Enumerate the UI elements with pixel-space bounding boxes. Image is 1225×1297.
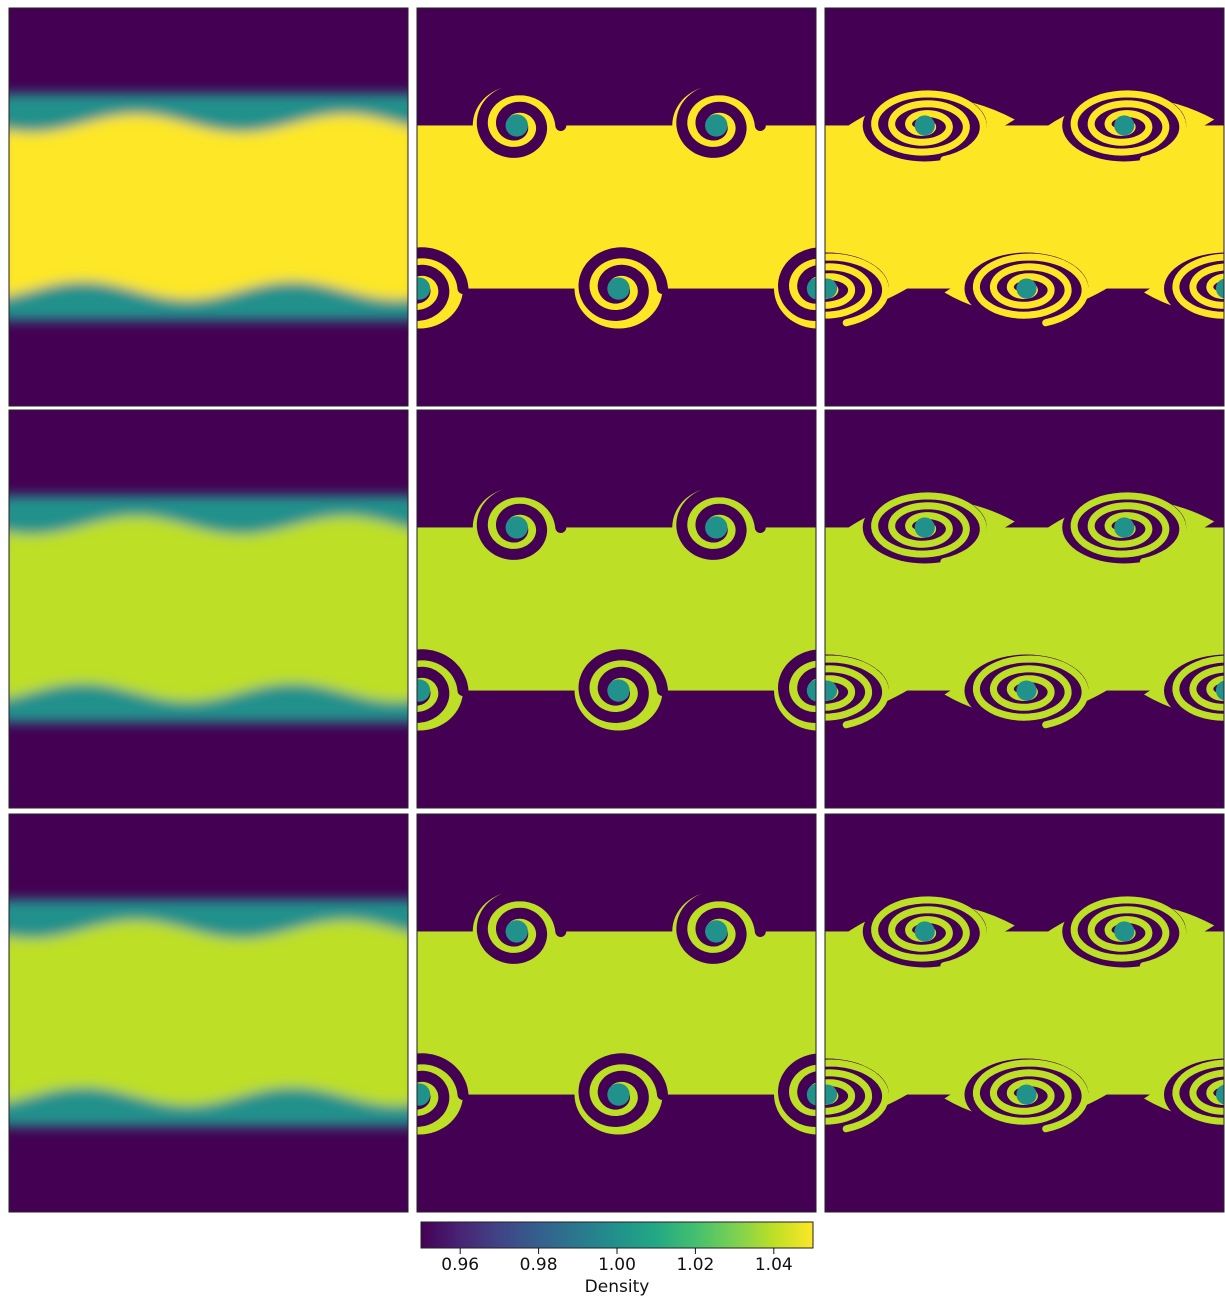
upper-vortex-1-center bbox=[914, 115, 935, 136]
lower-vortex-1-center bbox=[417, 679, 431, 702]
upper-vortex-1-center bbox=[505, 114, 528, 137]
colorbar-label: Density bbox=[585, 1277, 650, 1297]
upper-vortex-2-arm bbox=[1070, 492, 1187, 566]
lower-vortex-2-center bbox=[607, 679, 630, 702]
colorbar-ticks: 0.96 0.98 1.00 1.02 1.04 bbox=[441, 1248, 793, 1275]
panel-frame bbox=[8, 409, 409, 809]
panel-frame bbox=[416, 813, 817, 1213]
upper-vortex-2-arm bbox=[1070, 896, 1187, 970]
lower-vortex-1-center bbox=[825, 1084, 838, 1105]
colorbar: 0.96 0.98 1.00 1.02 1.04 Density bbox=[420, 1221, 814, 1297]
upper-vortex-2-center bbox=[705, 114, 728, 137]
upper-vortex-2-center bbox=[1114, 517, 1135, 538]
lower-vortex-1-center bbox=[417, 277, 431, 300]
upper-vortex-1-arm bbox=[871, 896, 987, 970]
dense-layer bbox=[9, 920, 408, 1106]
lower-vortex-2-center bbox=[607, 1083, 630, 1106]
colorbar-tick-label: 0.98 bbox=[520, 1255, 558, 1275]
lower-vortex-3-arm bbox=[1172, 253, 1224, 319]
dense-layer bbox=[9, 114, 408, 300]
panel-frame bbox=[824, 409, 1225, 809]
colorbar-tick-label: 1.04 bbox=[755, 1255, 793, 1275]
panel-r3-c3 bbox=[824, 813, 1225, 1213]
lower-vortex-2-center bbox=[607, 277, 630, 300]
upper-vortex-2-center bbox=[1114, 115, 1135, 136]
upper-vortex-1-arm bbox=[871, 90, 987, 164]
panel-r2-c1 bbox=[8, 409, 409, 809]
panel-grid bbox=[8, 7, 1225, 1213]
lower-vortex-3-arm bbox=[1172, 1059, 1224, 1125]
upper-vortex-1-center bbox=[505, 516, 528, 539]
colorbar-tick-label: 0.96 bbox=[441, 1255, 479, 1275]
lower-vortex-3-center bbox=[806, 277, 816, 300]
lower-vortex-2-center bbox=[1016, 680, 1037, 701]
lower-vortex-3-center bbox=[1215, 278, 1224, 299]
panel-r3-c1 bbox=[8, 813, 409, 1213]
lower-vortex-2-arm bbox=[972, 253, 1089, 327]
lower-vortex-1-center bbox=[825, 680, 838, 701]
panel-r1-c2 bbox=[416, 7, 817, 407]
lower-vortex-1-arm bbox=[417, 649, 469, 723]
panel-frame bbox=[416, 7, 817, 407]
lower-vortex-2-center bbox=[1016, 278, 1037, 299]
panel-frame bbox=[8, 813, 409, 1213]
panel-frame bbox=[8, 7, 409, 407]
lower-vortex-3-center bbox=[806, 679, 816, 702]
lower-vortex-2-arm bbox=[972, 1059, 1089, 1133]
panel-r1-c3 bbox=[824, 7, 1225, 407]
colorbar-tick-label: 1.00 bbox=[598, 1255, 636, 1275]
panel-r1-c1 bbox=[8, 7, 409, 407]
panel-r2-c2 bbox=[416, 409, 817, 809]
upper-vortex-2-center bbox=[1114, 921, 1135, 942]
lower-vortex-1-arm bbox=[417, 1053, 469, 1127]
upper-vortex-2-center bbox=[705, 516, 728, 539]
upper-vortex-2-center bbox=[705, 920, 728, 943]
upper-vortex-2-arm bbox=[1070, 90, 1187, 164]
panel-frame bbox=[824, 7, 1225, 407]
upper-vortex-1-arm bbox=[871, 492, 987, 566]
upper-vortex-1-center bbox=[914, 517, 935, 538]
lower-vortex-2-arm bbox=[972, 655, 1089, 729]
dense-layer bbox=[9, 516, 408, 702]
upper-vortex-1-center bbox=[505, 920, 528, 943]
lower-vortex-1-arm bbox=[417, 247, 469, 321]
panel-r2-c3 bbox=[824, 409, 1225, 809]
panel-frame bbox=[416, 409, 817, 809]
lower-vortex-1-center bbox=[825, 278, 838, 299]
panel-frame bbox=[824, 813, 1225, 1213]
upper-vortex-1-center bbox=[914, 921, 935, 942]
lower-vortex-1-center bbox=[417, 1083, 431, 1106]
colorbar-gradient bbox=[420, 1221, 814, 1249]
lower-vortex-3-center bbox=[1215, 1084, 1224, 1105]
lower-vortex-3-arm bbox=[1172, 655, 1224, 721]
colorbar-tick-label: 1.02 bbox=[676, 1255, 714, 1275]
lower-vortex-2-center bbox=[1016, 1084, 1037, 1105]
lower-vortex-3-center bbox=[1215, 680, 1224, 701]
panel-r3-c2 bbox=[416, 813, 817, 1213]
lower-vortex-3-center bbox=[806, 1083, 816, 1106]
